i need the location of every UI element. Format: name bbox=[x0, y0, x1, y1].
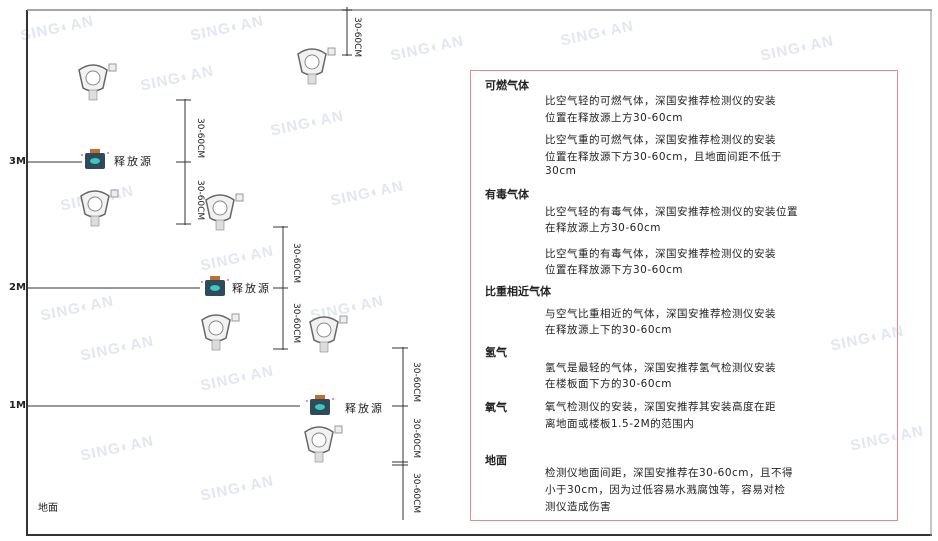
note-text: 小于30cm，因为过低容易水溅腐蚀等，容易对检 bbox=[545, 484, 786, 496]
dimension-label: 30-60CM bbox=[411, 473, 421, 514]
heading-toxic: 有毒气体 bbox=[485, 188, 529, 201]
heading-flammable: 可燃气体 bbox=[485, 79, 529, 92]
heading-ground: 地面 bbox=[485, 454, 507, 467]
dimension-label: 30-60CM bbox=[352, 17, 362, 58]
source-label: 释放源 bbox=[232, 282, 271, 295]
note-text: 比空气重的可燃气体，深国安推荐检测仪的安装 bbox=[545, 134, 776, 146]
note-text: 在释放源上下的30-60cm bbox=[545, 324, 673, 336]
ground-label: 地面 bbox=[38, 503, 58, 514]
heading-hydrogen: 氢气 bbox=[485, 346, 507, 359]
gas-source-icon bbox=[201, 276, 229, 296]
detector-icon bbox=[205, 193, 244, 231]
notes-box bbox=[470, 70, 898, 521]
dimension-label: 30-60CM bbox=[291, 243, 301, 284]
detector-icon bbox=[201, 313, 240, 351]
note-text: 氧气检测仪的安装，深国安推荐其安装高度在距 bbox=[545, 401, 776, 413]
note-text: 测仪造成伤害 bbox=[545, 501, 611, 513]
dimension-label: 30-60CM bbox=[195, 180, 205, 221]
heading-similar: 比重相近气体 bbox=[485, 285, 551, 298]
level-label-1m: 1M bbox=[9, 400, 26, 411]
note-text: 比空气轻的可燃气体，深国安推荐检测仪的安装 bbox=[545, 95, 776, 107]
note-text: 比空气轻的有毒气体，深国安推荐检测仪的安装位置 bbox=[545, 206, 798, 218]
dimension-label: 30-60CM bbox=[411, 362, 421, 403]
source-label: 释放源 bbox=[114, 155, 153, 168]
dimension-label: 30-60CM bbox=[195, 118, 205, 159]
dimension-lines bbox=[176, 7, 408, 520]
detector-icon bbox=[304, 425, 343, 463]
gas-source-icon bbox=[306, 395, 334, 415]
note-text: 位置在释放源下方30-60cm，且地面间距不低于 bbox=[545, 151, 783, 163]
detector-icon bbox=[78, 63, 117, 101]
heading-oxygen: 氧气 bbox=[485, 401, 507, 414]
dimension-label: 30-60CM bbox=[411, 418, 421, 459]
detector-icon bbox=[297, 47, 336, 85]
level-label-3m: 3M bbox=[9, 156, 26, 167]
gas-source-icon bbox=[81, 149, 109, 169]
note-text: 检测仪地面间距，深国安推荐在30-60cm，且不得 bbox=[545, 467, 794, 479]
note-text: 与空气比重相近的气体，深国安推荐检测仪安装 bbox=[545, 308, 776, 320]
note-text: 氢气是最轻的气体，深国安推荐氢气检测仪安装 bbox=[545, 362, 776, 374]
dimension-label: 30-60CM bbox=[291, 303, 301, 344]
note-text: 比空气重的有毒气体，深国安推荐检测仪的安装 bbox=[545, 248, 776, 260]
detector-icon bbox=[309, 315, 348, 353]
note-text: 在释放源上方30-60cm bbox=[545, 222, 662, 234]
note-text: 位置在释放源上方30-60cm bbox=[545, 112, 684, 124]
detector-icon bbox=[80, 189, 119, 227]
note-text: 位置在释放源下方30-60cm bbox=[545, 264, 684, 276]
note-text: 在楼板面下方的30-60cm bbox=[545, 378, 673, 390]
source-label: 释放源 bbox=[345, 402, 384, 415]
level-label-2m: 2M bbox=[9, 282, 26, 293]
note-text: 30cm bbox=[545, 165, 577, 177]
note-text: 离地面或楼板1.5-2M的范围内 bbox=[545, 418, 695, 430]
